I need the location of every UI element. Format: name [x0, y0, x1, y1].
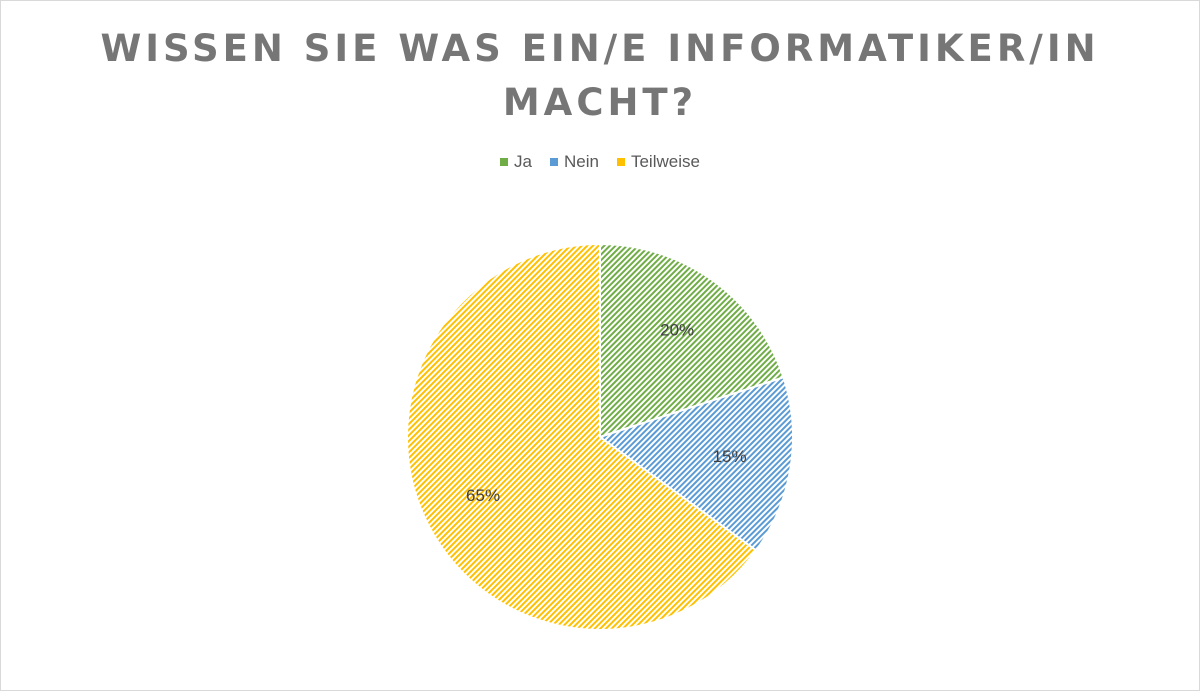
- data-label-ja: 20%: [660, 320, 694, 339]
- pie-slice-teilweise: [406, 242, 758, 631]
- legend-label-teilweise: Teilweise: [630, 152, 700, 171]
- pie-labels: 20% 15% 65%: [466, 320, 747, 505]
- pie-slices: [406, 242, 794, 631]
- legend-label-nein: Nein: [564, 152, 599, 171]
- legend-item-ja: Ja: [500, 152, 532, 172]
- legend-swatch-nein: [550, 158, 558, 166]
- legend: Ja Nein Teilweise: [0, 152, 1200, 172]
- pie-slice-ja: [599, 242, 785, 439]
- legend-item-teilweise: Teilweise: [616, 152, 700, 172]
- data-label-teilweise: 65%: [466, 486, 500, 505]
- legend-label-ja: Ja: [514, 152, 532, 171]
- pie-slice-nein: [597, 376, 794, 552]
- legend-item-nein: Nein: [550, 152, 599, 172]
- chart-title: WISSEN SIE WAS EIN/E INFORMATIKER/IN MAC…: [100, 27, 1100, 124]
- data-label-nein: 15%: [713, 447, 747, 466]
- legend-swatch-ja: [500, 158, 509, 166]
- legend-swatch-teilweise: [616, 158, 625, 166]
